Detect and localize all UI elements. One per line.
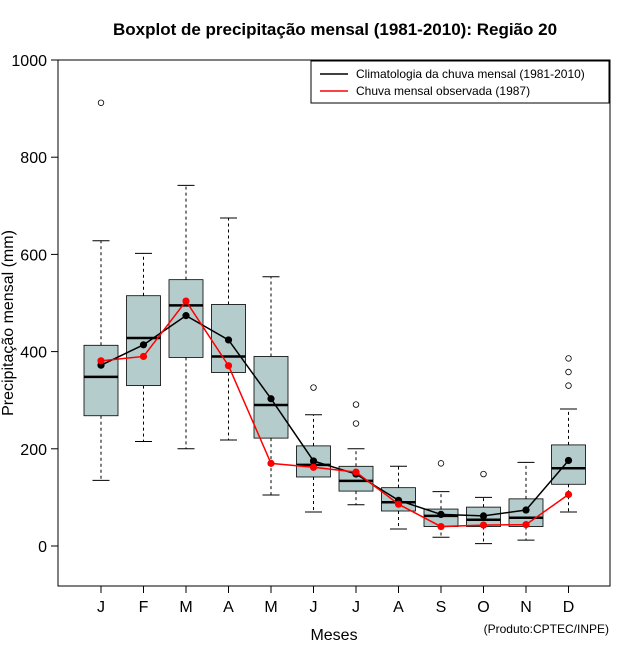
series-point (267, 459, 275, 467)
series-group (97, 297, 573, 531)
box-9 (466, 470, 501, 545)
series-point (522, 506, 530, 514)
y-tick-label: 400 (20, 345, 47, 362)
box-0 (83, 99, 119, 481)
chart-title: Boxplot de precipitação mensal (1981-201… (113, 20, 557, 39)
series-point (97, 357, 105, 365)
x-tick-label: J (97, 599, 105, 616)
series-point (182, 312, 190, 320)
series-point (564, 490, 573, 499)
series-point (182, 297, 190, 305)
box-5 (296, 384, 331, 513)
outlier-point (310, 384, 317, 391)
series-observed (97, 297, 573, 531)
y-axis: 0 200 400 600 800 1000 (11, 53, 59, 556)
y-tick-label: 800 (20, 150, 47, 167)
y-axis-label: Precipitação mensal (mm) (0, 230, 17, 416)
x-tick-label: A (223, 599, 234, 616)
box-11 (551, 355, 586, 513)
series-point (139, 341, 148, 349)
x-tick-label: J (310, 599, 318, 616)
outlier-point (97, 99, 105, 106)
x-axis-label: Meses (310, 627, 357, 644)
outlier-point (480, 470, 487, 478)
x-tick-label: O (477, 599, 489, 616)
series-point (309, 463, 318, 471)
series-point (479, 521, 488, 529)
x-tick-label: M (179, 599, 192, 616)
x-tick-label: M (264, 599, 277, 616)
x-tick-label: N (520, 599, 532, 616)
legend-label-observed: Chuva mensal observada (1987) (356, 84, 530, 98)
series-point (479, 512, 488, 520)
legend-box (310, 60, 610, 104)
x-tick-label: A (393, 599, 404, 616)
series-point (309, 457, 318, 465)
series-point (564, 456, 573, 465)
x-tick-label: D (563, 599, 575, 616)
box-body (83, 344, 119, 417)
box-10 (508, 461, 544, 541)
x-tick-label: J (352, 599, 360, 616)
x-tick-label: F (139, 599, 149, 616)
series-point (267, 395, 275, 403)
series-point (437, 522, 445, 531)
outlier-point (437, 460, 445, 467)
y-tick-label: 600 (20, 247, 47, 264)
series-point (437, 510, 445, 519)
series-point (522, 521, 530, 529)
y-tick-label: 0 (38, 539, 47, 556)
boxes-group (83, 99, 586, 545)
series-point (139, 352, 148, 361)
series-point (224, 336, 233, 344)
outlier-point (352, 420, 360, 427)
outlier-point (565, 368, 572, 376)
legend: Climatologia da chuva mensal (1981-2010)… (310, 60, 610, 104)
box-6 (338, 401, 374, 506)
series-point (224, 362, 233, 370)
box-3 (211, 217, 246, 441)
y-tick-label: 1000 (11, 53, 47, 70)
footer-credit: (Produto:CPTEC/INPE) (484, 622, 609, 636)
series-line (100, 299, 569, 528)
legend-label-climatology: Climatologia da chuva mensal (1981-2010) (356, 67, 585, 81)
x-tick-label: S (436, 599, 447, 616)
box-body (551, 444, 586, 485)
series-point (352, 468, 360, 476)
series-line (100, 314, 570, 517)
series-point (394, 500, 403, 508)
outlier-point (565, 382, 572, 389)
y-tick-label: 200 (20, 442, 47, 459)
outlier-point (565, 355, 572, 362)
outlier-point (352, 401, 360, 408)
